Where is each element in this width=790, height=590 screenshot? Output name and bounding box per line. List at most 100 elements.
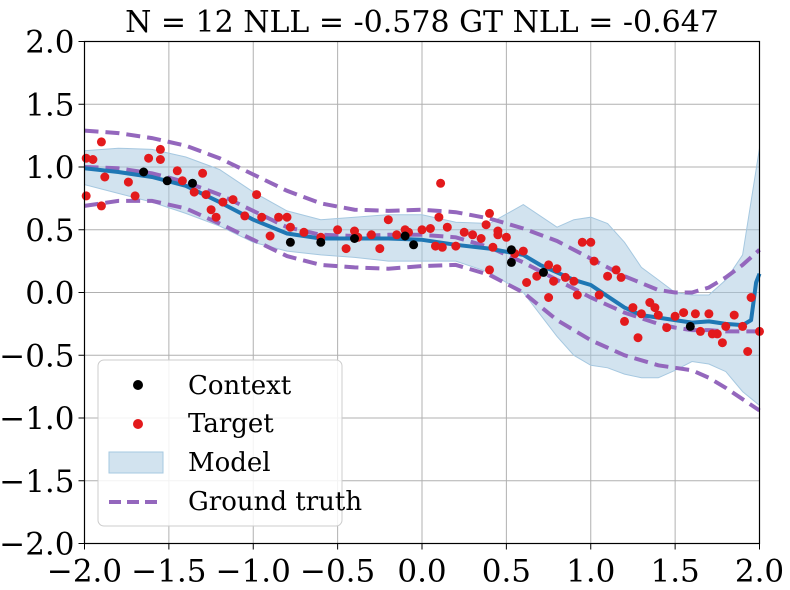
x-tick-label: 1.5 — [650, 554, 699, 590]
target-point — [653, 310, 663, 320]
target-point — [746, 293, 756, 302]
target-point — [616, 272, 626, 282]
context-point — [685, 321, 695, 331]
y-tick-label: 0.0 — [25, 276, 74, 312]
x-tick-label: 2.0 — [735, 554, 784, 590]
target-point — [282, 212, 292, 222]
target-point — [670, 311, 680, 321]
target-point — [704, 309, 714, 319]
target-point — [392, 230, 402, 240]
target-point — [620, 316, 629, 326]
y-tick-label: 0.5 — [25, 213, 74, 249]
legend-context-marker — [133, 380, 143, 390]
target-point — [690, 309, 700, 319]
target-point — [485, 208, 494, 218]
target-point — [569, 276, 579, 286]
target-point — [459, 227, 469, 237]
target-point — [383, 215, 393, 225]
target-point — [144, 153, 154, 163]
target-point — [218, 197, 228, 207]
target-point — [717, 338, 727, 348]
target-points — [81, 137, 764, 356]
context-point — [350, 234, 359, 243]
target-point — [417, 225, 427, 235]
target-point — [88, 155, 98, 164]
target-point — [586, 237, 596, 247]
target-point — [549, 276, 559, 286]
target-point — [436, 178, 446, 188]
x-tick-label: 0.0 — [397, 554, 446, 590]
target-point — [522, 278, 532, 287]
context-point — [506, 257, 516, 267]
target-point — [650, 303, 660, 313]
target-point — [177, 176, 187, 186]
target-point — [431, 241, 440, 251]
target-point — [532, 271, 542, 281]
context-point — [162, 176, 172, 186]
context-point — [316, 237, 326, 247]
context-point — [139, 167, 149, 177]
x-tick-label: 1.0 — [566, 554, 615, 590]
target-point — [485, 265, 494, 275]
target-point — [633, 333, 643, 343]
target-point — [265, 231, 275, 241]
target-point — [518, 246, 528, 256]
context-point — [285, 237, 295, 247]
target-point — [501, 232, 511, 242]
x-axis-ticks: −2.0 −1.5 −1.0 −0.5 0.0 0.5 1.0 1.5 2.0 — [47, 543, 784, 590]
legend-label: Context — [188, 371, 292, 401]
y-tick-label: −0.5 — [0, 338, 75, 374]
target-point — [611, 265, 621, 275]
target-point — [257, 212, 267, 222]
target-point — [252, 190, 262, 200]
target-point — [603, 271, 613, 281]
target-point — [544, 260, 554, 270]
target-point — [240, 211, 250, 221]
target-point — [560, 272, 570, 282]
context-point — [506, 245, 516, 255]
target-point — [155, 155, 165, 164]
y-tick-label: 1.0 — [25, 150, 74, 186]
target-point — [201, 190, 211, 200]
x-tick-label: −1.5 — [131, 554, 206, 590]
y-tick-label: −1.0 — [0, 401, 75, 437]
target-point — [333, 225, 343, 235]
target-point — [211, 212, 221, 222]
target-point — [130, 191, 140, 201]
target-point — [493, 226, 503, 236]
target-point — [707, 329, 717, 339]
target-point — [434, 212, 444, 222]
target-point — [544, 293, 554, 302]
x-tick-label: 0.5 — [482, 554, 531, 590]
target-point — [155, 144, 165, 154]
target-point — [451, 241, 461, 251]
x-tick-label: −1.0 — [216, 554, 291, 590]
target-point — [123, 177, 133, 187]
context-point — [188, 178, 197, 188]
target-point — [729, 310, 739, 320]
legend-label: Target — [188, 409, 274, 439]
target-point — [488, 242, 498, 252]
context-points — [139, 167, 695, 331]
target-point — [662, 323, 672, 333]
context-point — [409, 240, 419, 250]
y-tick-label: −2.0 — [0, 527, 75, 563]
y-axis-ticks: −2.0 −1.5 −1.0 −0.5 0.0 0.5 1.0 1.5 2.0 — [0, 25, 85, 563]
y-tick-label: 2.0 — [25, 25, 74, 61]
target-point — [96, 201, 106, 211]
target-point — [172, 166, 182, 176]
context-point — [539, 267, 548, 277]
target-point — [738, 321, 748, 331]
target-point — [96, 137, 106, 147]
target-point — [425, 224, 435, 233]
target-point — [299, 227, 309, 237]
target-point — [636, 309, 646, 319]
target-point — [285, 222, 295, 232]
legend-target-marker — [133, 419, 143, 429]
target-point — [206, 205, 216, 215]
target-point — [594, 290, 604, 300]
target-point — [274, 212, 284, 222]
target-point — [341, 244, 351, 254]
target-point — [743, 347, 753, 356]
